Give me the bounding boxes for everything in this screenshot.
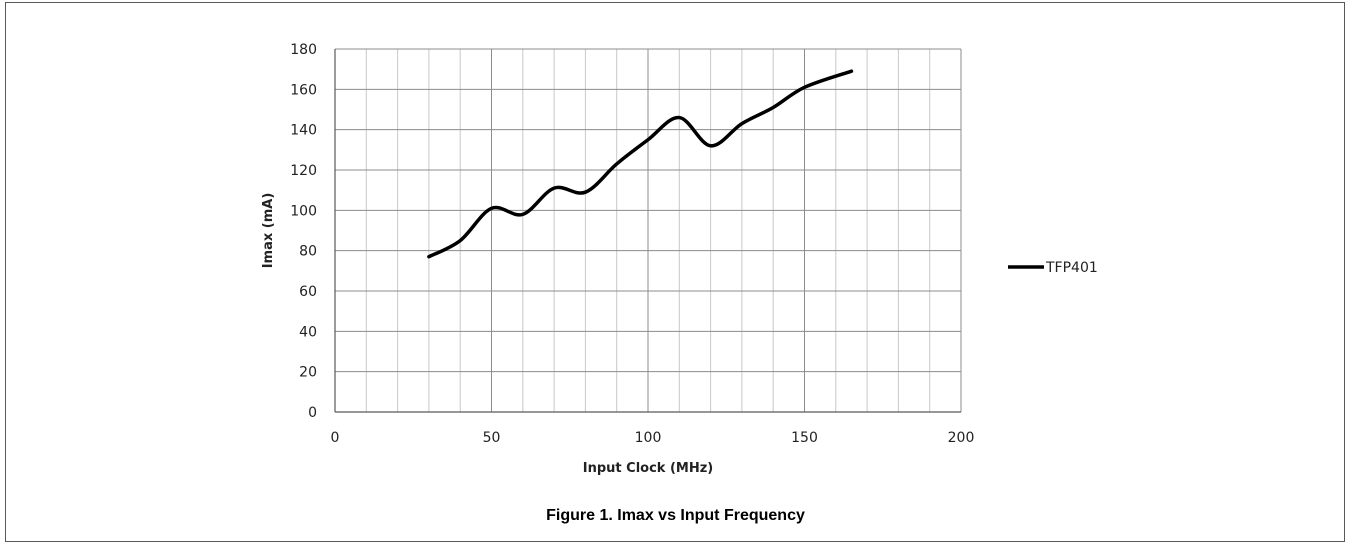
chart-grid bbox=[334, 48, 962, 413]
y-tick-label: 140 bbox=[290, 123, 317, 139]
y-tick-label: 180 bbox=[290, 42, 317, 58]
x-axis-title: Input Clock (MHz) bbox=[583, 461, 713, 476]
x-tick-label: 0 bbox=[331, 430, 340, 446]
y-tick-label: 20 bbox=[299, 365, 317, 381]
y-tick-label: 40 bbox=[299, 324, 317, 340]
series-line bbox=[427, 69, 854, 259]
y-tick-label: 120 bbox=[290, 163, 317, 179]
chart-axes bbox=[334, 49, 961, 413]
x-tick-label: 100 bbox=[635, 430, 662, 446]
y-axis-title: Imax (mA) bbox=[261, 193, 276, 269]
figure-caption: Figure 1. Imax vs Input Frequency bbox=[546, 507, 805, 524]
x-tick-label: 200 bbox=[948, 430, 975, 446]
y-tick-labels: 0 20 40 60 80 100 120 140 160 180 bbox=[290, 42, 317, 421]
y-tick-label: 160 bbox=[290, 82, 317, 98]
y-tick-label: 80 bbox=[299, 244, 317, 260]
y-tick-label: 0 bbox=[308, 405, 317, 421]
x-tick-label: 50 bbox=[483, 430, 501, 446]
legend: TFP401 bbox=[1008, 260, 1098, 276]
legend-label: TFP401 bbox=[1045, 260, 1098, 276]
x-tick-label: 150 bbox=[791, 430, 818, 446]
x-tick-labels: 0 50 100 150 200 bbox=[331, 430, 975, 446]
y-tick-label: 60 bbox=[299, 284, 317, 300]
y-tick-label: 100 bbox=[290, 203, 317, 219]
series-lines bbox=[427, 69, 854, 259]
